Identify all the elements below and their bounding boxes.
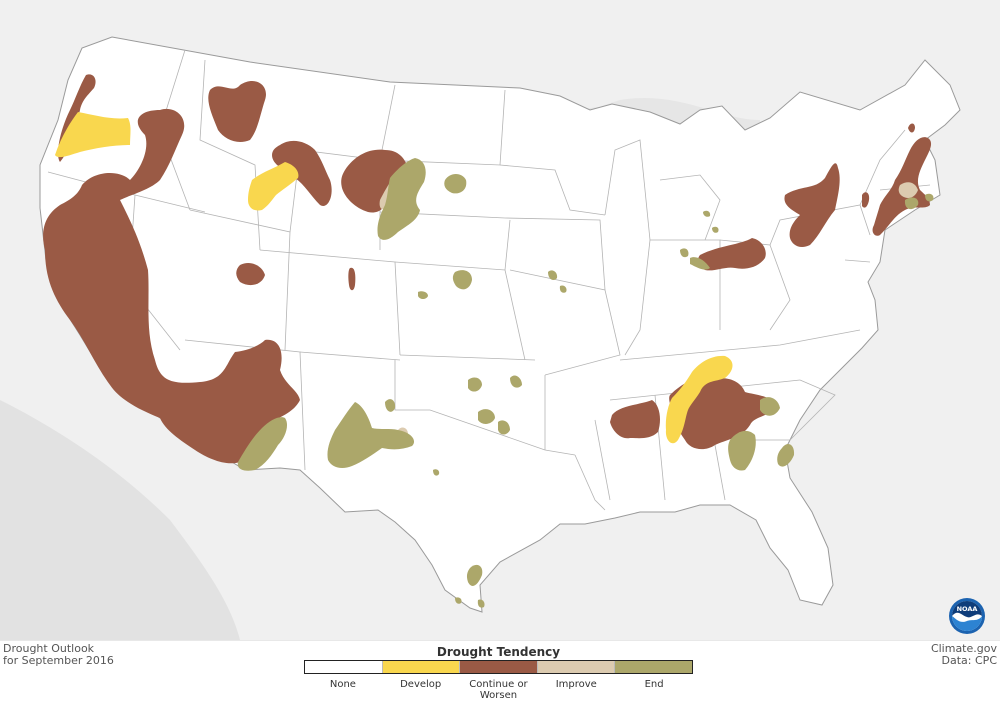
drought-map	[0, 0, 1000, 640]
credit: Climate.gov Data: CPC	[931, 643, 997, 667]
credit-line2: Data: CPC	[941, 654, 997, 667]
legend-title: Drought Tendency	[436, 645, 561, 659]
legend-swatch-develop	[381, 661, 460, 673]
legend-label-none: None	[329, 679, 356, 690]
noaa-logo-text: NOAA	[957, 605, 978, 613]
drought-end-areas	[237, 158, 934, 608]
drought-develop-areas	[55, 112, 733, 444]
legend-labels: None Develop Continue or Worsen Improve …	[304, 679, 693, 701]
ocean-shade	[0, 400, 240, 640]
credit-line1: Climate.gov	[930, 642, 997, 655]
legend-label-improve: Improve	[555, 679, 597, 690]
us-map-svg	[0, 0, 1000, 640]
legend-swatch-improve	[536, 661, 615, 673]
state-borders	[47, 49, 931, 511]
legend-swatch-none	[305, 661, 382, 673]
footer: Drought Outlook for September 2016 Clima…	[0, 640, 1000, 705]
outlook-title-line2: for September 2016	[3, 654, 114, 667]
legend-label-end: End	[644, 679, 664, 690]
legend-label-develop: Develop	[400, 679, 442, 690]
noaa-logo: NOAA	[948, 597, 986, 639]
outlook-title-line1: Drought Outlook	[3, 642, 95, 655]
legend-swatch-end	[614, 661, 692, 673]
legend-bar	[304, 660, 693, 674]
outlook-title: Drought Outlook for September 2016	[3, 643, 114, 667]
legend-swatch-continue	[459, 661, 537, 673]
legend-label-continue: Continue or Worsen	[469, 679, 528, 701]
